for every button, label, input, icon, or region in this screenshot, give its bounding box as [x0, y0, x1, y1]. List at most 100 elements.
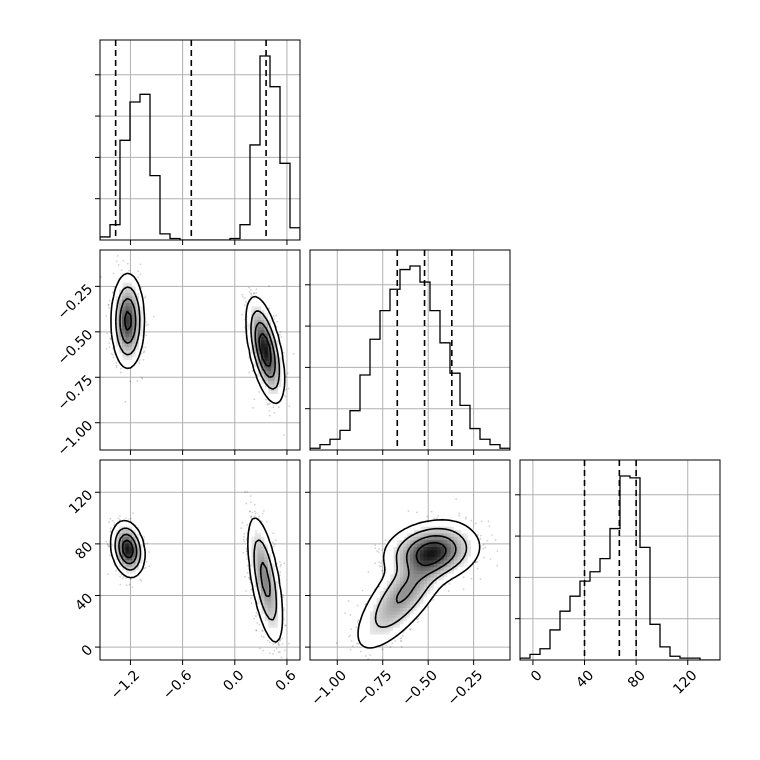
density-cell	[115, 312, 120, 317]
density-cell	[118, 295, 123, 300]
density-cell	[115, 343, 120, 348]
density-cell	[128, 278, 133, 283]
density-cell	[122, 322, 126, 327]
density-cell	[125, 333, 130, 337]
contour-line	[110, 272, 286, 405]
density-cell	[271, 356, 276, 361]
density-cell	[267, 387, 272, 392]
sample-point	[245, 301, 247, 303]
density-cell	[277, 360, 282, 365]
density-cell	[247, 333, 252, 337]
sample-point	[272, 541, 274, 544]
density-cell	[122, 302, 126, 307]
density-cell	[261, 302, 265, 307]
density-cell	[261, 316, 265, 320]
density-cell	[264, 353, 269, 358]
density-cell	[135, 282, 140, 287]
histogram-panel	[515, 459, 721, 665]
sample-point	[248, 286, 251, 289]
density-cell	[138, 326, 143, 331]
density-cell	[271, 336, 276, 341]
sample-point	[125, 584, 128, 587]
density-cell	[271, 329, 276, 334]
density-cell	[254, 299, 259, 304]
density-cell	[122, 333, 126, 337]
density-cell	[135, 329, 140, 334]
density-cell	[122, 326, 126, 331]
density-cell	[128, 285, 133, 290]
sample-point	[245, 502, 248, 505]
density-cell	[132, 350, 137, 354]
density-cell	[257, 366, 262, 371]
sample-point	[272, 643, 275, 646]
sample-point	[105, 315, 107, 317]
sample-point	[279, 565, 282, 568]
sample-point	[287, 387, 290, 390]
density-cell	[132, 295, 137, 300]
density-cell	[118, 288, 123, 293]
density-cell	[128, 275, 133, 280]
sample-point	[278, 644, 281, 647]
density-cell	[274, 380, 279, 385]
sample-point	[122, 259, 125, 262]
sample-point	[242, 296, 244, 298]
density-cell	[261, 350, 265, 354]
density-cell	[135, 319, 140, 324]
sample-point	[278, 406, 280, 409]
sample-point	[248, 576, 251, 579]
density-cell	[128, 326, 133, 331]
density-cell	[274, 366, 279, 371]
density-cell	[261, 360, 265, 365]
density-cell	[128, 292, 133, 297]
density-cell	[128, 346, 133, 351]
density-cell	[111, 302, 116, 307]
density-cell	[115, 353, 120, 358]
density-cell	[115, 288, 120, 293]
density-cell	[254, 322, 259, 327]
density-cell	[122, 336, 126, 341]
sample-point	[140, 286, 143, 289]
density-cell	[118, 336, 123, 341]
density-cell	[118, 333, 123, 337]
sample-point	[285, 388, 287, 391]
density-cell	[267, 366, 272, 371]
sample-point	[264, 398, 267, 401]
panel-frame	[99, 249, 301, 451]
sample-point	[272, 677, 274, 679]
density-cell	[257, 333, 262, 337]
density-cell	[247, 305, 252, 310]
density-cell	[128, 295, 133, 300]
density-cell	[125, 302, 130, 307]
sample-point	[254, 615, 257, 617]
density-cell	[281, 373, 286, 378]
sample-point	[108, 545, 111, 548]
sample-point	[105, 540, 108, 543]
density-cell	[247, 312, 252, 317]
density-cell	[257, 299, 262, 304]
sample-point	[242, 536, 245, 538]
sample-point	[255, 629, 258, 631]
sample-point	[108, 306, 110, 309]
density-cell	[261, 373, 265, 378]
sample-point	[147, 323, 150, 326]
sample-point	[267, 402, 270, 405]
sample-point	[249, 495, 252, 497]
density-cell	[267, 370, 272, 375]
density-cell	[122, 285, 126, 290]
density-cell	[128, 343, 133, 348]
density-cell	[254, 366, 259, 371]
sample-point	[115, 366, 118, 369]
sample-point	[246, 571, 249, 574]
density-cell	[132, 278, 137, 283]
density-cell	[274, 363, 279, 368]
density-cell	[281, 380, 286, 385]
density-cell	[264, 350, 269, 354]
density-cell	[132, 360, 137, 365]
sample-point	[126, 262, 129, 265]
density-cell	[250, 299, 255, 304]
density-cell	[271, 326, 276, 331]
sample-point	[131, 586, 134, 589]
density-cell	[122, 305, 126, 310]
density-cell	[267, 373, 272, 378]
density-cell	[122, 292, 126, 297]
